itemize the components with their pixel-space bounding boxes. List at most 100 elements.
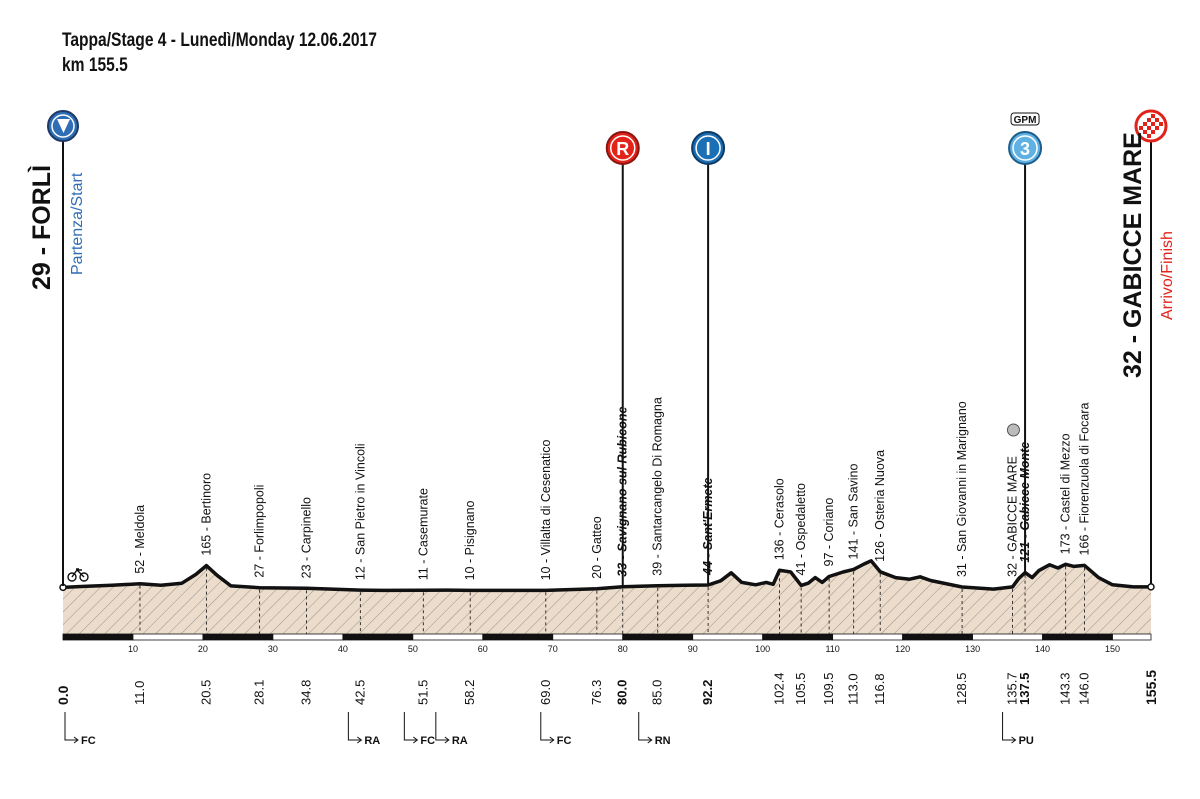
axis-segment [552,633,624,641]
waypoint-km-label: 105.5 [793,672,808,705]
road-arrow-head [73,736,79,744]
axis-tick-label: 120 [895,644,910,654]
waypoint-label: 23 - Carpinello [299,497,313,578]
finish-group: 32 - GABICCE MARE Arrivo/Finish [1119,109,1176,584]
waypoint-km-label: 76.3 [589,680,604,705]
axis-segment [902,633,973,641]
axis-segment [762,633,834,641]
axis-segment [482,633,554,641]
waypoint-label: 136 - Cerasolo [772,478,786,560]
waypoint-label: 141 - San Savino [847,463,861,559]
road-arrow-head [549,736,555,744]
waypoint-label: 31 - San Giovanni in Marignano [955,401,969,577]
waypoint-label: 10 - Villalta di Cesenatico [539,440,553,581]
waypoint-label: 11 - Casemurate [416,488,430,580]
stage-distance: km 155.5 [62,55,128,76]
axis-tick-label: 50 [408,644,418,654]
road-arrow [638,712,651,741]
axis-segment [1112,633,1152,641]
distance-axis: 10 20 30 40 50 60 70 80 90 100 110 120 130 140 150 [62,633,1152,654]
road-arrow [347,712,361,741]
waypoint-label: 165 - Bertinoro [199,473,213,556]
waypoint-km-label: 34.8 [298,680,313,705]
waypoint-km-label: 92.2 [700,680,715,705]
marker-ring [1012,135,1038,161]
waypoint-km-label: 80.0 [615,680,630,705]
road-arrow [403,712,417,741]
axis-tick-label: 140 [1035,644,1050,654]
road-arrow-head [647,736,653,744]
waypoint-km-label: 135.7 [1004,672,1019,705]
waypoint-label: 52 - Meldola [133,505,147,574]
axis-segment [272,633,344,641]
road-code-label: PU [1019,735,1034,747]
marker-layer: R I 3 GPM [605,112,1043,587]
axis-segment [1042,633,1113,641]
axis-segment [342,633,414,641]
waypoint-km-label: 20.5 [198,680,213,705]
waypoint-label: 126 - Osteria Nuova [873,450,887,562]
waypoint-km-label: 143.3 [1058,672,1073,705]
marker-ring [609,135,636,161]
start-sublabel: Partenza/Start [69,172,86,275]
waypoint-label: 32 - GABICCE MARE [1005,456,1019,577]
checkered-flag-icon [1134,109,1168,143]
axis-tick-label: 100 [755,644,770,654]
start-group: 29 - FORLÌ Partenza/Start [27,110,86,586]
axis-segment [412,633,484,641]
axis-segment [132,633,204,641]
profile-area-hatch [63,560,1151,634]
axis-tick-label: 150 [1105,644,1120,654]
finish-town: 32 - GABICCE MARE [1119,132,1147,378]
road-arrow [64,712,77,741]
finish-point [1147,583,1155,591]
waypoint-layer: 52 - Meldola 11.0 165 - Bertinoro 20.5 27 - … [55,397,1159,705]
axis-segment [202,633,274,641]
axis-tick-label: 40 [338,644,348,654]
axis-segment [622,633,694,641]
waypoint-label: 27 - Forlimpopoli [253,485,267,578]
marker-ring [695,135,721,161]
marker-letter: I [706,139,711,159]
waypoint-km-label: 85.0 [650,680,665,705]
waypoint-km-label: 11.0 [132,681,147,705]
waypoint-km-label: 109.5 [821,672,836,705]
road-code-label: RA [364,735,380,747]
waypoint-label: 97 - Coriano [822,498,836,567]
waypoint-km-label: 146.0 [1077,672,1092,705]
waypoint-label: 173 - Castel di Mezzo [1059,433,1073,554]
gpm-badge [1010,112,1040,126]
gpm-label: GPM [1014,115,1037,126]
road-code-label: FC [420,735,435,747]
waypoint-label: 41 - Ospedaletto [794,483,808,575]
start-town: 29 - FORLÌ [27,165,56,290]
start-arrow-glyph [57,119,70,133]
waypoint-km-label: 113.0 [846,673,861,705]
road-arrow-head [1011,736,1017,744]
profile-line [62,559,1151,593]
waypoint-km-label: 42.5 [352,680,367,705]
waypoint-label: 10 - Pisignano [463,500,477,580]
road-arrow-head [444,736,450,744]
axis-tick-label: 70 [548,644,558,654]
road-arrow [435,712,448,741]
waypoint-label: 166 - Fiorenzuola di Focara [1078,403,1092,556]
waypoint-label: 20 - Gatteo [590,516,604,579]
axis-tick-label: 20 [198,644,208,654]
road-code-label: RA [452,735,468,747]
start-icon-ring [51,114,75,138]
waypoint-label: 39 - Santarcangelo Di Romagna [651,397,665,576]
waypoint-km-label: 128.5 [954,672,969,705]
axis-segment [692,633,764,641]
waypoint-km-label: 116.8 [872,673,887,705]
finish-km-label: 155.5 [1143,670,1159,705]
road-code-label: RN [655,735,671,747]
road-code-label: FC [81,735,96,747]
axis-tick-label: 90 [688,644,698,654]
road-arrow-head [357,736,363,744]
road-arrow [540,712,553,741]
waypoint-km-label: 137.5 [1017,672,1032,705]
elevation-profile [59,559,1155,634]
axis-tick-label: 30 [268,644,278,654]
axis-segment [62,633,134,641]
